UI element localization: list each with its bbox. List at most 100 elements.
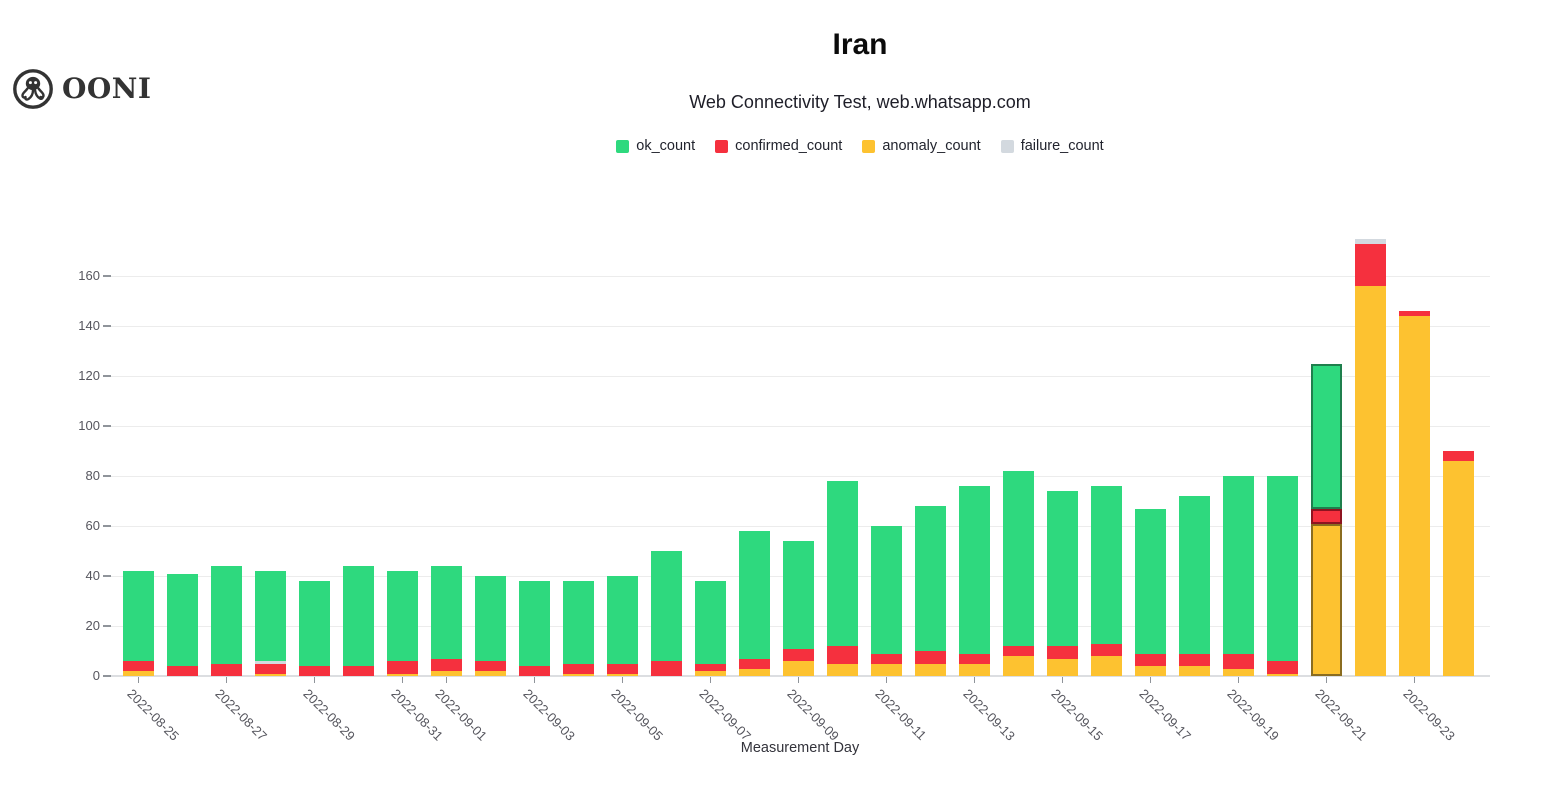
bar-segment-anomaly_count[interactable] [870, 663, 902, 676]
bar-segment-confirmed_count[interactable] [1002, 646, 1034, 656]
bar-segment-failure_count[interactable] [254, 661, 286, 664]
bar-segment-anomaly_count[interactable] [1354, 286, 1386, 676]
bar-segment-confirmed_count[interactable] [914, 651, 946, 664]
bar-segment-ok_count[interactable] [1222, 476, 1254, 654]
bar-segment-confirmed_count[interactable] [518, 666, 550, 676]
bar-segment-ok_count[interactable] [474, 576, 506, 661]
bar-segment-confirmed_count[interactable] [166, 666, 198, 676]
bar-segment-ok_count[interactable] [386, 571, 418, 661]
bar-segment-confirmed_count[interactable] [1266, 661, 1298, 674]
bar-segment-ok_count[interactable] [1046, 491, 1078, 646]
x-axis-tick [226, 677, 227, 683]
bar-segment-anomaly_count[interactable] [606, 673, 638, 676]
legend-item-confirmed_count[interactable]: confirmed_count [715, 138, 842, 154]
bar-segment-anomaly_count[interactable] [738, 668, 770, 676]
bar-segment-ok_count[interactable] [1178, 496, 1210, 654]
bar-segment-confirmed_count[interactable] [694, 663, 726, 671]
bar-segment-anomaly_count[interactable] [122, 671, 154, 676]
bar-segment-anomaly_count[interactable] [1266, 673, 1298, 676]
bar-segment-confirmed_count[interactable] [606, 663, 638, 674]
bar-segment-anomaly_count[interactable] [1442, 461, 1474, 676]
bar-segment-ok_count[interactable] [1002, 471, 1034, 646]
bar-segment-anomaly_count[interactable] [1222, 668, 1254, 676]
bar-segment-ok_count[interactable] [430, 566, 462, 659]
bar-segment-failure_count[interactable] [1354, 238, 1386, 244]
bar-segment-anomaly_count[interactable] [430, 671, 462, 676]
bar-segment-anomaly_count[interactable] [826, 663, 858, 676]
bar-segment-confirmed_count[interactable] [826, 646, 858, 664]
bar-segment-confirmed_count[interactable] [562, 663, 594, 674]
y-axis-label: 140 [78, 318, 100, 333]
bar-segment-confirmed_count[interactable] [342, 666, 374, 676]
bar-segment-ok_count[interactable] [650, 551, 682, 661]
x-axis-title: Measurement Day [740, 740, 860, 756]
bar-segment-anomaly_count[interactable] [474, 671, 506, 676]
bar-segment-ok_count[interactable] [694, 581, 726, 664]
bar-segment-confirmed_count[interactable] [650, 661, 682, 676]
bar-segment-confirmed_count[interactable] [1442, 451, 1474, 461]
bar-segment-ok_count[interactable] [254, 571, 286, 661]
y-axis-label: 120 [78, 368, 100, 383]
bar-segment-anomaly_count[interactable] [1090, 656, 1122, 676]
bar-segment-confirmed_count[interactable] [430, 658, 462, 671]
bar-segment-anomaly_count[interactable] [1002, 656, 1034, 676]
bar-segment-confirmed_count[interactable] [386, 661, 418, 674]
bar-segment-anomaly_count[interactable] [782, 661, 814, 676]
bar-segment-ok_count[interactable] [826, 481, 858, 646]
bar-segment-ok_count[interactable] [1134, 508, 1166, 654]
highlighted-bar-segment-confirmed_count[interactable] [1310, 508, 1342, 524]
chart-title: Iran [832, 28, 888, 61]
bar-segment-ok_count[interactable] [210, 566, 242, 664]
bar-segment-ok_count[interactable] [122, 571, 154, 661]
bar-segment-confirmed_count[interactable] [474, 661, 506, 671]
bar-segment-confirmed_count[interactable] [122, 661, 154, 671]
bar-segment-anomaly_count[interactable] [958, 663, 990, 676]
highlighted-bar-segment-ok_count[interactable] [1310, 363, 1342, 509]
bar-segment-anomaly_count[interactable] [1134, 666, 1166, 676]
bar-segment-confirmed_count[interactable] [1134, 653, 1166, 666]
bar-segment-confirmed_count[interactable] [1354, 243, 1386, 286]
bar-segment-anomaly_count[interactable] [562, 673, 594, 676]
bar-segment-ok_count[interactable] [562, 581, 594, 664]
bar-segment-anomaly_count[interactable] [914, 663, 946, 676]
x-axis-tick [402, 677, 403, 683]
bar-segment-anomaly_count[interactable] [1178, 666, 1210, 676]
bar-segment-ok_count[interactable] [870, 526, 902, 654]
bar-segment-ok_count[interactable] [1266, 476, 1298, 661]
bar-segment-anomaly_count[interactable] [254, 673, 286, 676]
bar-segment-confirmed_count[interactable] [1398, 311, 1430, 316]
bar-segment-ok_count[interactable] [606, 576, 638, 664]
bar-segment-anomaly_count[interactable] [694, 671, 726, 676]
bar-segment-confirmed_count[interactable] [1178, 653, 1210, 666]
x-axis-label: 2022-09-07 [696, 686, 755, 744]
bar-segment-confirmed_count[interactable] [782, 648, 814, 661]
bar-segment-confirmed_count[interactable] [254, 663, 286, 674]
bar-segment-confirmed_count[interactable] [1046, 646, 1078, 659]
bar-segment-anomaly_count[interactable] [386, 673, 418, 676]
bar-segment-ok_count[interactable] [782, 541, 814, 649]
bar-segment-ok_count[interactable] [166, 573, 198, 666]
bar-segment-confirmed_count[interactable] [870, 653, 902, 664]
legend-item-ok_count[interactable]: ok_count [616, 138, 695, 154]
bar-segment-anomaly_count[interactable] [1398, 316, 1430, 676]
bar-segment-ok_count[interactable] [958, 486, 990, 654]
legend-item-anomaly_count[interactable]: anomaly_count [862, 138, 981, 154]
bar-segment-anomaly_count[interactable] [1046, 658, 1078, 676]
bar-segment-ok_count[interactable] [342, 566, 374, 666]
bar-segment-confirmed_count[interactable] [738, 658, 770, 669]
x-axis-label: 2022-08-25 [124, 686, 183, 744]
bar-segment-confirmed_count[interactable] [1222, 653, 1254, 669]
bar-segment-confirmed_count[interactable] [298, 666, 330, 676]
legend-item-failure_count[interactable]: failure_count [1000, 138, 1104, 154]
bar-segment-confirmed_count[interactable] [1090, 643, 1122, 656]
gridline-y-80 [110, 476, 1490, 477]
bar-segment-ok_count[interactable] [914, 506, 946, 651]
bar-segment-ok_count[interactable] [738, 531, 770, 659]
bar-segment-confirmed_count[interactable] [210, 663, 242, 676]
bar-segment-ok_count[interactable] [298, 581, 330, 666]
highlighted-bar-segment-anomaly_count[interactable] [1310, 523, 1342, 676]
bar-segment-ok_count[interactable] [1090, 486, 1122, 644]
bar-segment-confirmed_count[interactable] [958, 653, 990, 664]
bar-segment-ok_count[interactable] [518, 581, 550, 666]
